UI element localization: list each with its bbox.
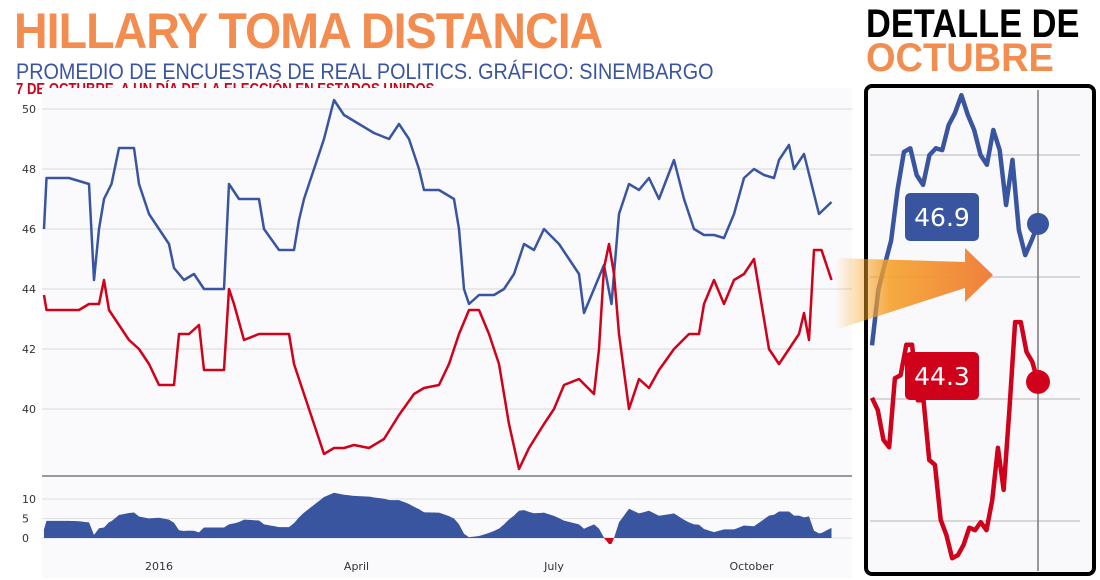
- x-tick-label: July: [543, 560, 564, 573]
- x-tick-label: October: [729, 560, 773, 573]
- y-tick-label: 40: [22, 403, 36, 416]
- x-tick-label: April: [344, 560, 369, 573]
- detail-title: DETALLE DE: [866, 2, 1080, 46]
- value-badge-text: 46.9: [914, 203, 970, 232]
- margin-area-clinton: [44, 492, 832, 538]
- arrow-icon: [835, 248, 993, 330]
- detail-line-clinton: [870, 92, 1041, 346]
- x-tick-label: 2016: [145, 560, 173, 573]
- value-badge-text: 44.3: [914, 362, 970, 391]
- last-value-dot-clinton: [1027, 212, 1049, 235]
- y-tick-label: 44: [22, 283, 36, 296]
- chart-subtitle: PROMEDIO DE ENCUESTAS DE REAL POLITICS. …: [16, 59, 714, 84]
- series-line-trump: [42, 242, 833, 471]
- detail-line-trump: [870, 319, 1041, 561]
- detail-panel: [864, 84, 1096, 576]
- chart-title: HILLARY TOMA DISTANCIA: [14, 3, 603, 59]
- value-badge-trump: [905, 352, 979, 400]
- y-tick-label: 48: [22, 163, 36, 176]
- last-value-dot-trump: [1026, 369, 1050, 394]
- margin-tick-label: 0: [22, 532, 29, 545]
- margin-tick-label: 10: [22, 493, 36, 506]
- value-badge-clinton: [905, 193, 979, 241]
- detail-title-month: OCTUBRE: [866, 36, 1054, 80]
- y-tick-label: 42: [22, 343, 36, 356]
- margin-tick-label: 5: [22, 513, 29, 526]
- y-tick-label: 46: [22, 223, 36, 236]
- series-line-clinton: [42, 98, 833, 315]
- y-tick-label: 50: [22, 103, 36, 116]
